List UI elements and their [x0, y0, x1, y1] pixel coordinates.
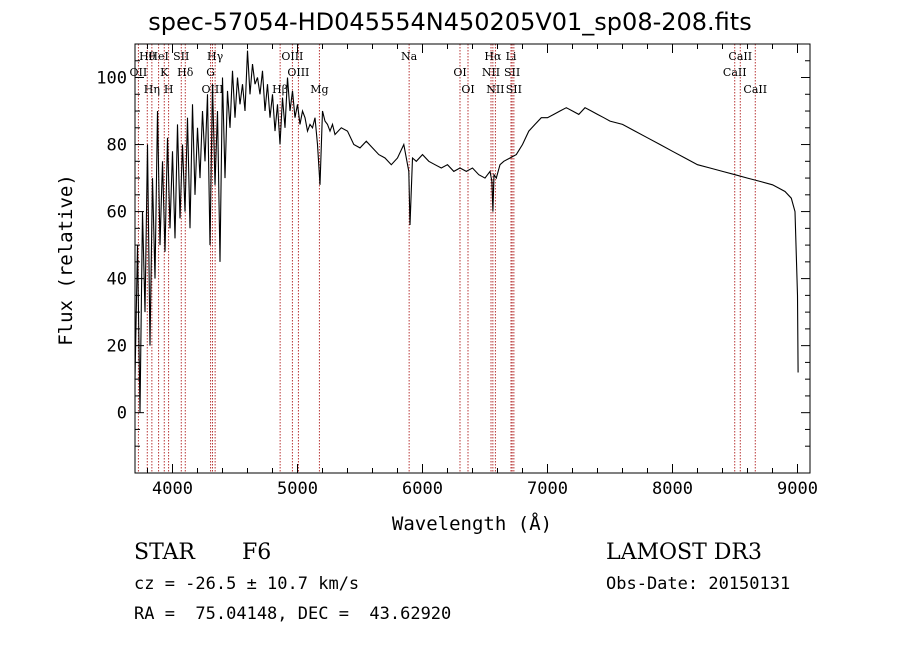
x-axis-label: Wavelength (Å)	[392, 512, 552, 535]
x-tick-label: 5000	[277, 479, 318, 499]
y-tick-label: 20	[107, 337, 127, 357]
line-label: CaII	[728, 50, 752, 63]
plot-frame	[134, 43, 811, 474]
line-label: HeI	[148, 50, 168, 63]
line-label: OI	[461, 83, 474, 96]
line-label: CaII	[743, 83, 767, 96]
line-label: OIII	[287, 66, 309, 79]
line-label: Hη	[144, 83, 160, 96]
line-label: Li	[506, 50, 517, 63]
line-label: NII	[482, 66, 500, 79]
line-markers	[137, 44, 756, 473]
object-subclass: F6	[242, 540, 272, 565]
line-label: OIII	[281, 50, 303, 63]
line-label: SII	[506, 83, 522, 96]
x-tick-label: 8000	[652, 479, 693, 499]
line-label: Mg	[310, 83, 328, 96]
x-tick-label: 4000	[152, 479, 193, 499]
x-tick-label: 6000	[402, 479, 443, 499]
spectrum-line	[134, 50, 799, 413]
x-tick-label: 9000	[777, 479, 818, 499]
line-label: Hβ	[272, 83, 288, 96]
chart-title: spec-57054-HD045554N450205V01_sp08-208.f…	[148, 8, 752, 36]
line-label: OII	[130, 66, 148, 79]
line-label: OI	[453, 66, 466, 79]
y-tick-label: 100	[96, 69, 127, 89]
line-label: CaII	[723, 66, 747, 79]
line-label: G	[206, 66, 215, 79]
y-tick-label: 80	[107, 136, 127, 156]
x-tick-label: 7000	[527, 479, 568, 499]
line-labels: HθOIIHηHeIKHSIIHδOIIIHγGHβOIIIOIIIMgNaOI…	[130, 50, 768, 96]
y-axis-label: Flux (relative)	[55, 174, 77, 346]
line-label: H	[164, 83, 174, 96]
line-label: Hγ	[207, 50, 224, 63]
axes: 4000 5000 6000 7000 8000 9000 0 20 40 60 80 100	[96, 43, 818, 499]
y-tick-label: 40	[107, 270, 127, 290]
coordinates: RA = 75.04148, DEC = 43.62920	[134, 604, 452, 624]
line-label: NII	[486, 83, 504, 96]
line-label: Hα	[484, 50, 502, 63]
line-label: Hδ	[177, 66, 194, 79]
line-label: Hθ	[139, 50, 156, 63]
object-class: STAR	[134, 540, 195, 565]
y-tick-label: 0	[117, 404, 127, 424]
y-tick-label: 60	[107, 203, 127, 223]
survey-name: LAMOST DR3	[606, 540, 762, 565]
line-label: K	[160, 66, 169, 79]
line-label: SII	[504, 66, 520, 79]
line-label: Na	[401, 50, 418, 63]
obs-date: Obs-Date: 20150131	[606, 574, 791, 594]
redshift-text: cz = -26.5 ± 10.7 km/s	[134, 574, 360, 594]
line-label: SII	[173, 50, 189, 63]
